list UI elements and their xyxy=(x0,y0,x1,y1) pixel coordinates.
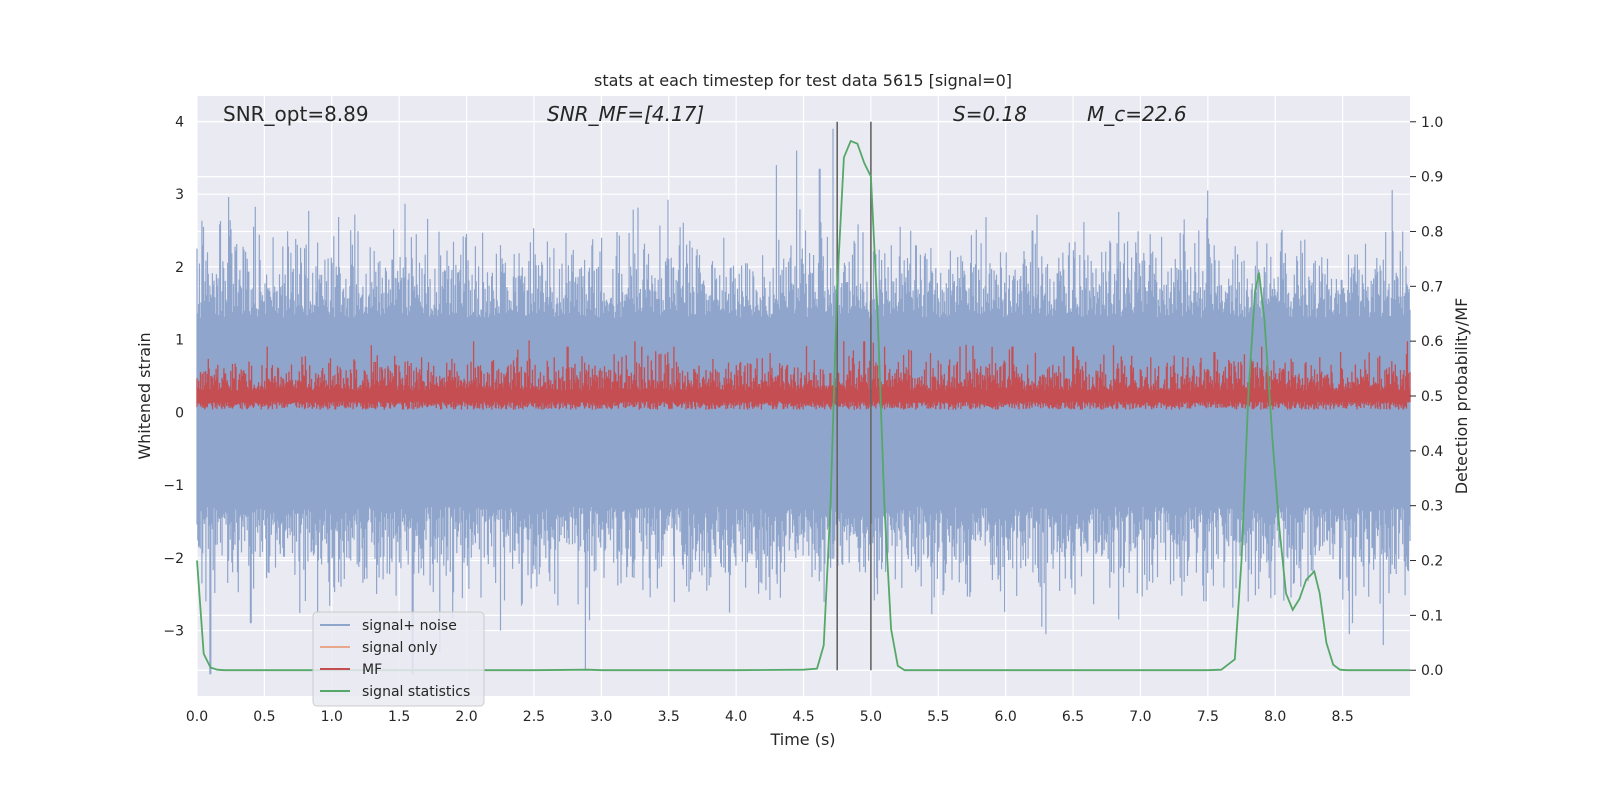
x-tick-label: 7.0 xyxy=(1129,709,1151,725)
y-left-tick-label: −3 xyxy=(163,624,184,640)
legend: signal+ noise signal only MF signal stat… xyxy=(312,611,485,707)
y-right-tick-label: 1.0 xyxy=(1421,115,1443,131)
vertical-markers xyxy=(836,121,872,671)
x-tick-label: 3.5 xyxy=(658,709,680,725)
y-right-tick-label: 0.7 xyxy=(1421,279,1443,295)
x-tick-label: 4.0 xyxy=(725,709,747,725)
x-tick-label: 2.5 xyxy=(523,709,545,725)
x-tick-label: 7.5 xyxy=(1197,709,1219,725)
y-axis-label-left: Whitened strain xyxy=(135,332,154,459)
y-right-tick-label: 0.0 xyxy=(1421,663,1443,679)
y-right-tick-label: 0.8 xyxy=(1421,224,1443,240)
y-right-tick-label: 0.6 xyxy=(1421,334,1443,350)
annotation-mc: M_c=22.6 xyxy=(1087,102,1187,126)
x-tick-label: 8.5 xyxy=(1331,709,1353,725)
y-right-tick-label: 0.3 xyxy=(1421,499,1443,515)
x-tick-label: 6.0 xyxy=(995,709,1017,725)
annotation-snr-mf: SNR_MF=[4.17] xyxy=(547,102,704,126)
chart-title: stats at each timestep for test data 561… xyxy=(594,71,1012,90)
y-right-tick-label: 0.2 xyxy=(1421,554,1443,570)
signal-statistics-line xyxy=(196,139,1410,672)
legend-label-mf: MF xyxy=(362,662,382,678)
x-tick-label: 0.0 xyxy=(186,709,208,725)
y-left-tick-label: 2 xyxy=(175,260,184,276)
y-left-tick-label: −2 xyxy=(163,551,184,567)
x-tick-label: 8.0 xyxy=(1264,709,1286,725)
y-left-tick-label: 1 xyxy=(175,333,184,349)
x-tick-label: 1.5 xyxy=(388,709,410,725)
x-tick-label: 5.5 xyxy=(927,709,949,725)
x-tick-label: 2.0 xyxy=(455,709,477,725)
legend-box xyxy=(312,611,485,707)
y-left-tick-label: 3 xyxy=(175,187,184,203)
signal-statistics-series xyxy=(196,139,1410,672)
y-right-tick-label: 0.1 xyxy=(1421,608,1443,624)
x-tick-label: 4.5 xyxy=(792,709,814,725)
y-axis-label-right: Detection probability/MF xyxy=(1452,298,1471,495)
legend-label-signal-statistics: signal statistics xyxy=(362,684,470,700)
x-tick-label: 5.0 xyxy=(860,709,882,725)
axis-ticks: 0.0 0.5 1.0 1.5 2.0 2.5 3.0 3.5 4.0 4.5 5.0 5.5 6.0 6… xyxy=(163,114,1443,725)
legend-label-signal-only: signal only xyxy=(362,640,437,656)
annotation-snr-opt: SNR_opt=8.89 xyxy=(223,102,369,126)
annotation-s: S=0.18 xyxy=(953,102,1027,126)
y-left-tick-label: 0 xyxy=(175,405,184,421)
y-left-tick-label: 4 xyxy=(175,114,184,130)
x-tick-label: 1.0 xyxy=(321,709,343,725)
y-right-tick-label: 0.5 xyxy=(1421,389,1443,405)
x-tick-label: 0.5 xyxy=(253,709,275,725)
y-right-tick-label: 0.4 xyxy=(1421,444,1443,460)
y-left-tick-label: −1 xyxy=(163,478,184,494)
y-right-tick-label: 0.9 xyxy=(1421,170,1443,186)
legend-label-signal-noise: signal+ noise xyxy=(362,618,457,634)
x-tick-label: 3.0 xyxy=(590,709,612,725)
x-tick-label: 6.5 xyxy=(1062,709,1084,725)
x-axis-label: Time (s) xyxy=(769,730,835,749)
